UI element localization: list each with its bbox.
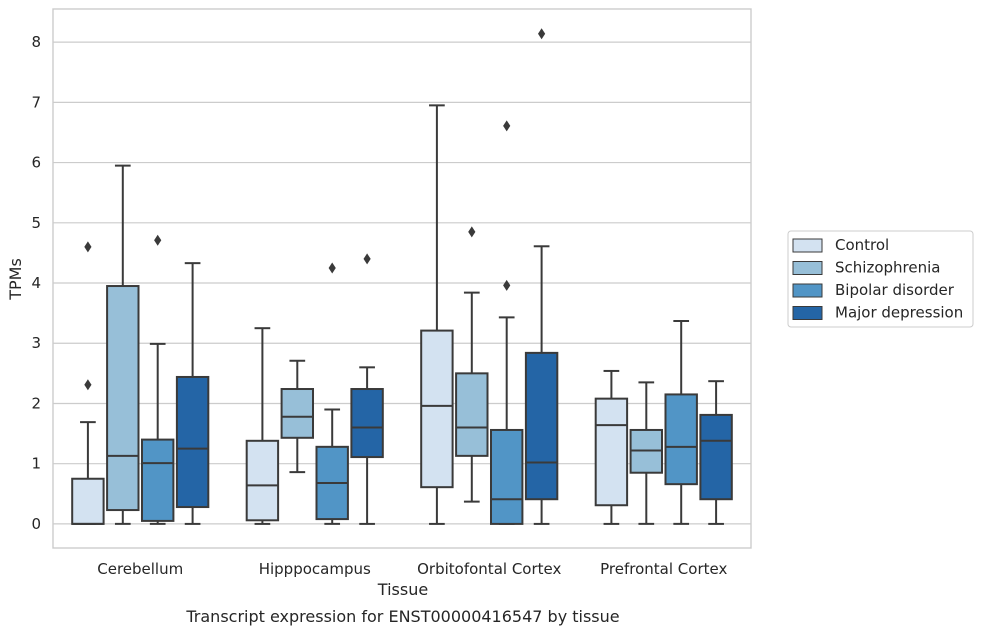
box-0-3 — [175, 262, 210, 525]
boxes — [71, 28, 733, 525]
x-tick-label: Cerebellum — [97, 560, 183, 578]
legend-swatch — [792, 283, 823, 298]
box-0-1 — [106, 164, 140, 525]
box-body — [71, 477, 105, 525]
box-body — [699, 413, 733, 501]
y-tick-label: 7 — [31, 93, 41, 111]
box-3-0 — [594, 369, 629, 525]
box-body — [594, 397, 629, 507]
x-tick-label: Orbitofontal Cortex — [417, 560, 561, 578]
outlier-point — [468, 226, 476, 238]
legend-frame — [787, 230, 974, 328]
outlier-point — [328, 262, 336, 274]
box-body — [664, 393, 698, 486]
y-tick-label: 4 — [31, 274, 41, 292]
outlier-point — [503, 120, 511, 132]
legend-label: Bipolar disorder — [835, 281, 955, 299]
legend-label: Major depression — [835, 304, 963, 322]
x-tick-label: Hipppocampus — [259, 560, 371, 578]
y-tick-labels: 0 1 2 3 4 5 6 7 8 — [31, 33, 41, 533]
box-body — [140, 438, 175, 522]
y-tick-label: 5 — [31, 214, 41, 232]
box-1-0 — [245, 327, 280, 525]
box-body — [350, 388, 384, 459]
box-body — [106, 285, 140, 512]
box-body — [175, 375, 210, 509]
box-3-3 — [699, 380, 733, 525]
box-3-1 — [629, 381, 664, 525]
box-body — [524, 351, 559, 501]
y-tick-label: 0 — [31, 515, 41, 533]
outlier-point — [503, 279, 511, 291]
plot-area-frame — [52, 8, 752, 549]
outlier-point — [363, 253, 371, 265]
outlier-point — [538, 28, 546, 40]
legend-swatch — [792, 306, 823, 320]
box-3-2 — [664, 319, 698, 525]
box-body — [420, 329, 454, 489]
box-1-2 — [315, 262, 349, 525]
box-body — [489, 428, 524, 525]
legend-label: Schizophrenia — [835, 259, 940, 277]
box-1-1 — [280, 359, 315, 474]
box-body — [280, 388, 315, 439]
y-tick-label: 8 — [31, 33, 41, 51]
y-tick-label: 6 — [31, 154, 41, 172]
legend: Control Schizophrenia Bipolar disorder Majo… — [787, 230, 974, 328]
legend-swatch — [792, 261, 823, 275]
x-tick-label: Prefrontal Cortex — [600, 560, 727, 578]
x-axis-label: Tissue — [377, 580, 428, 599]
outlier-point — [154, 234, 162, 246]
y-axis-label: TPMs — [6, 258, 25, 301]
box-1-3 — [350, 253, 384, 525]
legend-label: Control — [835, 236, 889, 254]
y-tick-label: 1 — [31, 455, 41, 473]
box-0-2 — [140, 234, 175, 525]
box-2-2 — [489, 120, 524, 525]
box-body — [455, 372, 489, 457]
outlier-point — [84, 241, 92, 253]
box-body — [245, 439, 280, 522]
box-2-3 — [524, 28, 559, 525]
outlier-point — [84, 379, 92, 391]
box-2-1 — [455, 226, 489, 503]
chart-caption: Transcript expression for ENST0000041654… — [185, 607, 619, 626]
box-2-0 — [420, 104, 454, 525]
y-tick-label: 2 — [31, 394, 41, 412]
box-0-0 — [71, 241, 105, 525]
legend-swatch — [792, 238, 823, 253]
y-tick-label: 3 — [31, 334, 41, 352]
x-tick-labels: Cerebellum Hipppocampus Orbitofontal Corte… — [97, 560, 727, 578]
